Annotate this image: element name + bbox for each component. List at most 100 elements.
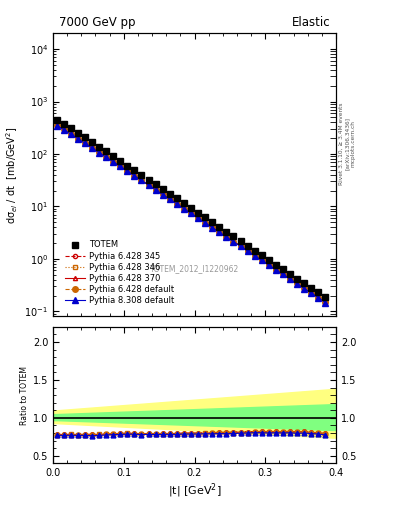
TOTEM <box>132 167 137 173</box>
Pythia 8.308 default <box>174 201 179 207</box>
Pythia 6.428 370 <box>295 281 299 287</box>
Y-axis label: dσ$_{el}$ / dt  [mb/GeV$^{2}$]: dσ$_{el}$ / dt [mb/GeV$^{2}$] <box>5 126 20 224</box>
Pythia 6.428 default <box>182 205 186 211</box>
Pythia 8.308 default <box>146 182 151 188</box>
Pythia 6.428 default <box>75 136 80 142</box>
Pythia 6.428 370 <box>323 299 328 305</box>
TOTEM <box>83 134 87 140</box>
Pythia 6.428 346 <box>302 285 307 291</box>
Pythia 6.428 default <box>146 182 151 188</box>
TOTEM <box>111 153 116 159</box>
Pythia 6.428 default <box>111 159 116 165</box>
Pythia 6.428 default <box>125 168 130 174</box>
Pythia 6.428 346 <box>316 294 321 301</box>
Pythia 8.308 default <box>274 267 278 273</box>
Text: mcplots.cern.ch: mcplots.cern.ch <box>351 120 356 167</box>
Pythia 6.428 370 <box>182 205 186 211</box>
Pythia 6.428 345 <box>68 131 73 137</box>
Pythia 6.428 346 <box>174 201 179 207</box>
TOTEM <box>217 224 222 230</box>
TOTEM <box>295 275 299 282</box>
Pythia 6.428 default <box>203 220 208 226</box>
Pythia 6.428 345 <box>302 285 307 291</box>
TOTEM <box>309 285 314 291</box>
Pythia 6.428 370 <box>132 173 137 179</box>
Text: Elastic: Elastic <box>292 16 331 29</box>
Pythia 6.428 370 <box>118 163 123 169</box>
Pythia 6.428 370 <box>104 154 108 160</box>
Pythia 6.428 default <box>97 150 101 156</box>
Pythia 6.428 345 <box>111 158 116 164</box>
Pythia 6.428 346 <box>68 131 73 137</box>
Pythia 8.308 default <box>295 281 299 287</box>
Pythia 8.308 default <box>104 154 108 160</box>
Pythia 8.308 default <box>125 168 130 174</box>
Pythia 6.428 346 <box>118 163 123 169</box>
Pythia 8.308 default <box>182 206 186 212</box>
Pythia 6.428 370 <box>167 196 172 202</box>
Pythia 6.428 default <box>61 126 66 133</box>
Pythia 6.428 346 <box>266 262 271 268</box>
Pythia 6.428 370 <box>83 140 87 146</box>
Pythia 6.428 346 <box>83 140 87 146</box>
Pythia 6.428 370 <box>146 182 151 188</box>
Pythia 6.428 default <box>217 229 222 235</box>
Pythia 8.308 default <box>153 187 158 193</box>
Pythia 6.428 346 <box>132 173 137 179</box>
Pythia 6.428 default <box>104 154 108 160</box>
Pythia 6.428 345 <box>323 299 328 305</box>
Pythia 6.428 370 <box>309 290 314 296</box>
Pythia 6.428 346 <box>274 266 278 272</box>
Pythia 6.428 370 <box>125 168 130 174</box>
Pythia 6.428 345 <box>316 294 321 301</box>
TOTEM <box>252 248 257 254</box>
Pythia 6.428 346 <box>160 191 165 198</box>
Pythia 6.428 346 <box>224 233 229 240</box>
Pythia 6.428 345 <box>274 266 278 272</box>
Pythia 6.428 370 <box>174 201 179 207</box>
Line: TOTEM: TOTEM <box>54 117 328 300</box>
TOTEM <box>182 200 186 206</box>
TOTEM <box>97 143 101 150</box>
Pythia 6.428 370 <box>288 275 292 282</box>
Pythia 8.308 default <box>196 215 200 221</box>
TOTEM <box>104 148 108 155</box>
Pythia 6.428 default <box>252 252 257 259</box>
Pythia 6.428 default <box>189 210 193 217</box>
TOTEM <box>75 130 80 136</box>
Pythia 8.308 default <box>118 163 123 169</box>
Pythia 8.308 default <box>139 178 144 184</box>
Pythia 6.428 370 <box>75 135 80 141</box>
Pythia 6.428 346 <box>54 122 59 129</box>
Pythia 6.428 370 <box>153 186 158 193</box>
Pythia 6.428 345 <box>153 186 158 193</box>
Pythia 6.428 346 <box>309 290 314 296</box>
TOTEM <box>118 158 123 164</box>
Pythia 8.308 default <box>167 196 172 202</box>
Pythia 6.428 default <box>139 177 144 183</box>
Pythia 6.428 370 <box>259 257 264 263</box>
TOTEM <box>174 196 179 202</box>
Pythia 6.428 345 <box>104 154 108 160</box>
Pythia 6.428 345 <box>288 275 292 282</box>
Pythia 6.428 default <box>295 281 299 287</box>
TOTEM <box>139 172 144 178</box>
Pythia 6.428 default <box>231 239 236 245</box>
Pythia 6.428 345 <box>196 215 200 221</box>
Pythia 8.308 default <box>90 145 94 151</box>
Pythia 8.308 default <box>288 276 292 282</box>
Pythia 6.428 346 <box>104 154 108 160</box>
TOTEM <box>153 181 158 187</box>
Pythia 6.428 default <box>153 187 158 193</box>
Pythia 6.428 370 <box>281 271 285 277</box>
Pythia 6.428 345 <box>217 229 222 235</box>
TOTEM <box>68 125 73 131</box>
Pythia 6.428 default <box>83 140 87 146</box>
Pythia 6.428 345 <box>224 233 229 240</box>
TOTEM <box>316 289 321 295</box>
Pythia 6.428 345 <box>309 290 314 296</box>
TOTEM <box>210 219 215 225</box>
TOTEM <box>90 139 94 145</box>
Pythia 8.308 default <box>316 295 321 301</box>
Pythia 6.428 346 <box>196 215 200 221</box>
